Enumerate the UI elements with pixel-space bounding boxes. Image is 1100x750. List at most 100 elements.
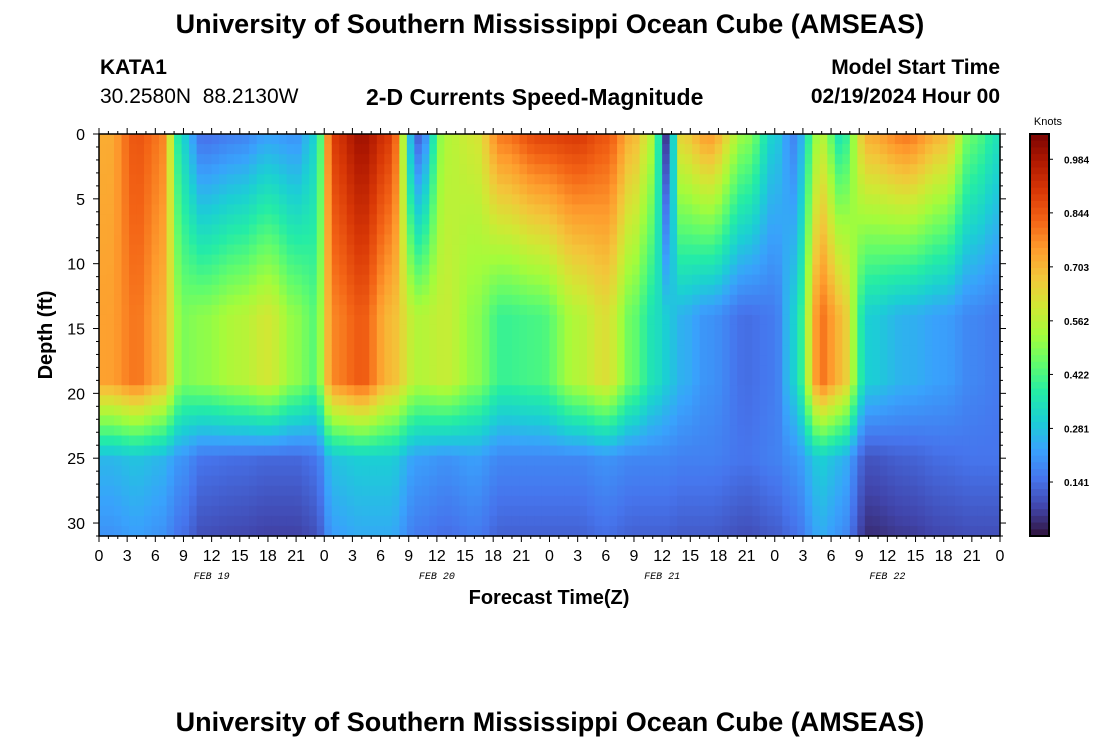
heatmap-cell <box>211 224 220 236</box>
heatmap-cell <box>189 194 198 205</box>
heatmap-cell <box>752 355 761 366</box>
heatmap-cell <box>391 425 400 437</box>
heatmap-cell <box>639 224 648 236</box>
heatmap-cell <box>722 244 731 256</box>
heatmap-cell <box>271 455 280 467</box>
heatmap-cell <box>504 184 513 195</box>
heatmap-cell <box>129 304 138 316</box>
heatmap-cell <box>857 345 866 356</box>
heatmap-cell <box>226 304 235 316</box>
heatmap-cell <box>752 254 761 266</box>
heatmap-cell <box>714 465 723 477</box>
heatmap-cell <box>331 435 340 447</box>
heatmap-cell <box>587 335 596 346</box>
heatmap-cell <box>196 224 205 236</box>
heatmap-cell <box>707 244 716 256</box>
heatmap-cell <box>436 345 445 356</box>
heatmap-cell <box>947 475 956 487</box>
heatmap-cell <box>384 164 393 175</box>
heatmap-cell <box>579 465 588 477</box>
heatmap-cell <box>767 425 776 437</box>
heatmap-cell <box>579 244 588 256</box>
heatmap-cell <box>256 445 265 457</box>
heatmap-cell <box>339 314 348 326</box>
heatmap-cell <box>354 455 363 467</box>
heatmap-cell <box>602 194 611 205</box>
heatmap-cell <box>759 385 768 396</box>
heatmap-cell <box>654 214 663 226</box>
heatmap-cell <box>181 445 190 457</box>
heatmap-cell <box>474 134 483 145</box>
heatmap-cell <box>564 385 573 396</box>
heatmap-cell <box>256 184 265 195</box>
heatmap-cell <box>504 365 513 376</box>
heatmap-cell <box>519 465 528 477</box>
heatmap-cell <box>662 375 671 386</box>
heatmap-cell <box>617 134 626 145</box>
heatmap-cell <box>962 395 971 406</box>
heatmap-cell <box>489 214 498 226</box>
heatmap-cell <box>309 355 318 366</box>
heatmap-cell <box>624 435 633 447</box>
heatmap-cell <box>782 385 791 396</box>
heatmap-cell <box>436 485 445 497</box>
heatmap-cell <box>466 284 476 296</box>
heatmap-cell <box>984 475 994 487</box>
heatmap-cell <box>174 345 183 356</box>
heatmap-cell <box>932 335 941 346</box>
heatmap-cell <box>444 254 453 266</box>
heatmap-cell <box>144 144 153 155</box>
heatmap-cell <box>984 425 994 437</box>
heatmap-cell <box>902 304 911 316</box>
heatmap-cell <box>429 304 438 316</box>
heatmap-cell <box>939 154 949 165</box>
heatmap-cell <box>421 425 430 437</box>
heatmap-cell <box>557 365 566 376</box>
heatmap-cell <box>316 324 325 336</box>
heatmap-cell <box>647 375 656 386</box>
heatmap-cell <box>436 244 445 256</box>
heatmap-cell <box>316 395 325 406</box>
heatmap-cell <box>361 204 370 215</box>
heatmap-cell <box>144 254 153 266</box>
heatmap-cell <box>204 164 213 175</box>
heatmap-cell <box>609 415 618 427</box>
heatmap-cell <box>602 314 611 326</box>
heatmap-cell <box>526 485 536 497</box>
heatmap-cell <box>707 485 716 497</box>
heatmap-cell <box>632 304 641 316</box>
heatmap-cell <box>451 515 460 527</box>
heatmap-cell <box>587 214 596 226</box>
heatmap-cell <box>557 435 566 447</box>
heatmap-cell <box>189 214 198 226</box>
heatmap-cell <box>819 345 828 356</box>
heatmap-cell <box>159 335 168 346</box>
heatmap-cell <box>834 395 843 406</box>
heatmap-cell <box>414 445 423 457</box>
heatmap-cell <box>421 375 430 386</box>
heatmap-cell <box>857 284 866 296</box>
heatmap-cell <box>466 234 476 246</box>
heatmap-cell <box>797 254 806 266</box>
heatmap-cell <box>954 435 964 447</box>
heatmap-cell <box>954 495 964 507</box>
heatmap-cell <box>399 525 408 537</box>
heatmap-cell <box>181 204 190 215</box>
heatmap-cell <box>969 224 979 236</box>
heatmap-cell <box>376 164 385 175</box>
heatmap-cell <box>962 304 971 316</box>
heatmap-cell <box>99 294 108 306</box>
heatmap-cell <box>714 345 723 356</box>
heatmap-cell <box>376 304 385 316</box>
heatmap-cell <box>774 385 783 396</box>
heatmap-cell <box>849 184 858 195</box>
heatmap-cell <box>894 435 903 447</box>
heatmap-cell <box>617 375 626 386</box>
heatmap-cell <box>211 154 220 165</box>
heatmap-cell <box>594 234 603 246</box>
heatmap-cell <box>436 324 445 336</box>
heatmap-cell <box>369 204 378 215</box>
heatmap-cell <box>429 254 438 266</box>
heatmap-cell <box>421 144 430 155</box>
heatmap-cell <box>902 184 911 195</box>
